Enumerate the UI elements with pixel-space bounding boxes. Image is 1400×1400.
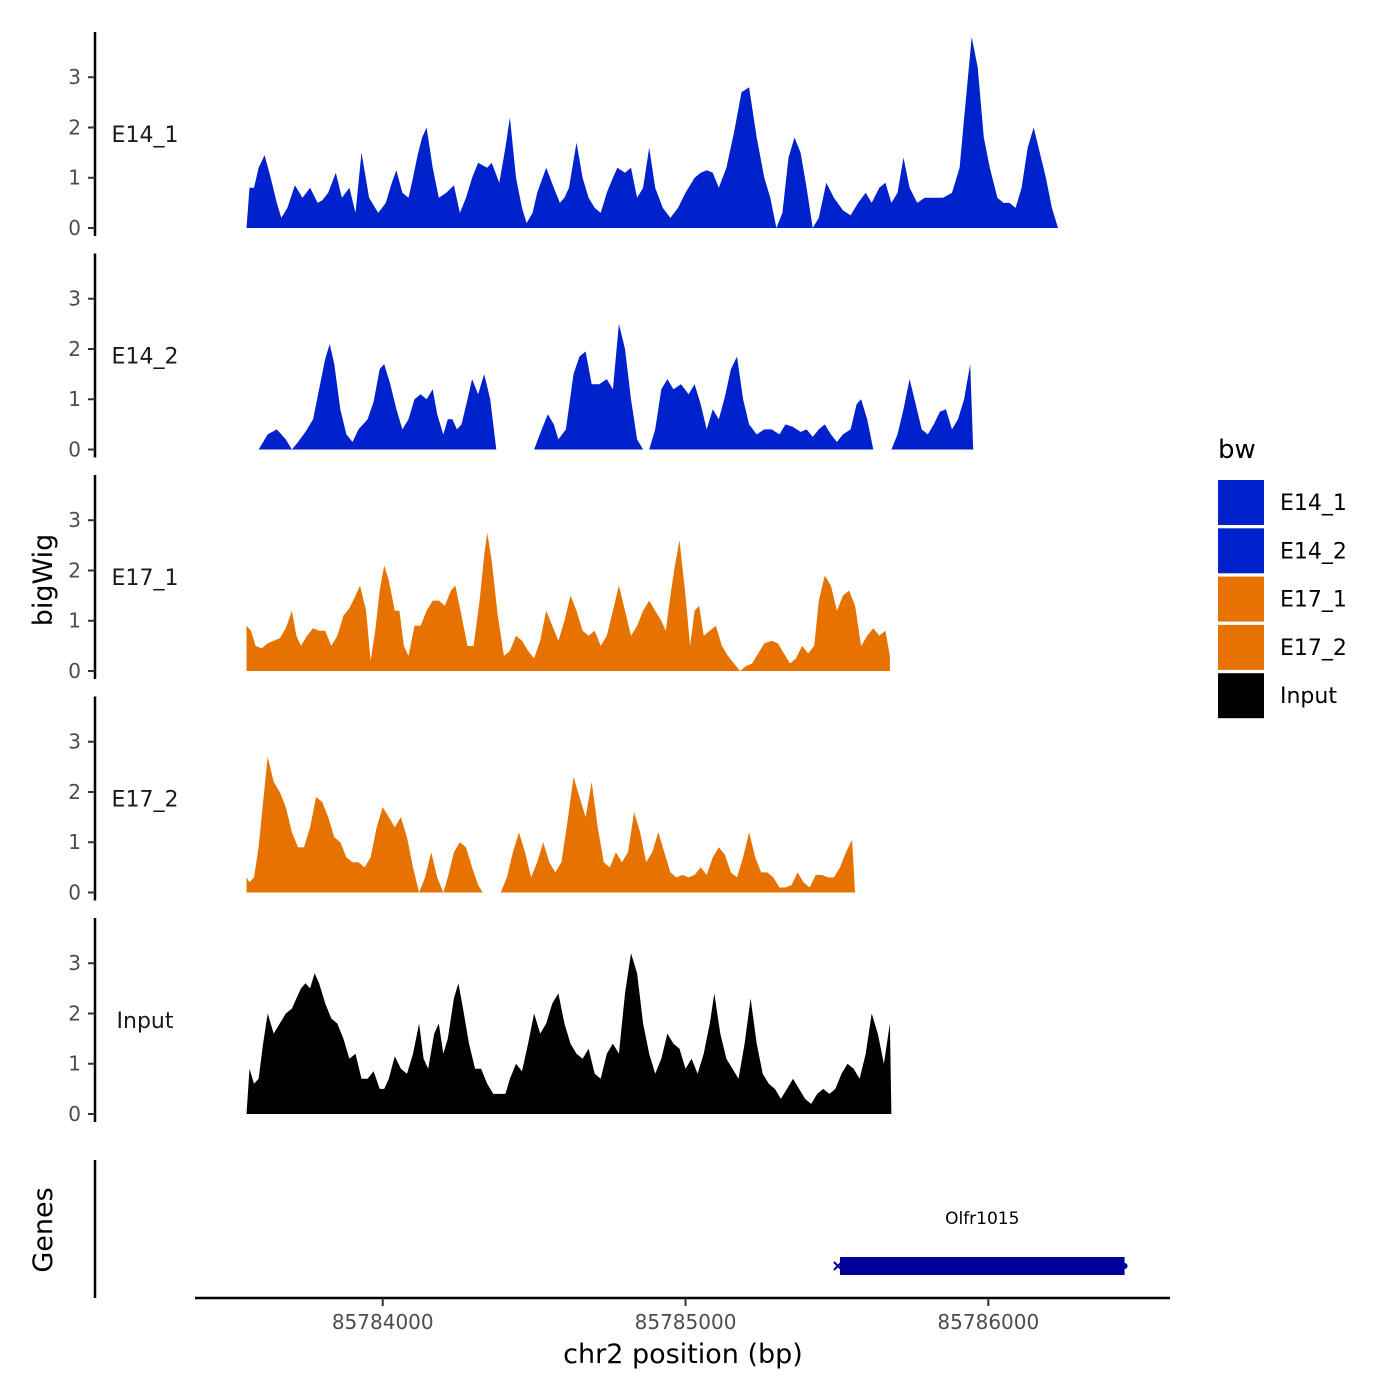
y-tick-label: 0 — [68, 881, 81, 905]
x-tick-label: 85784000 — [332, 1310, 434, 1334]
y-tick-label: 2 — [68, 1001, 81, 1025]
legend-label: E17_1 — [1280, 588, 1347, 613]
gene-track: Olfr1015 — [93, 1160, 1128, 1298]
y-tick-label: 0 — [68, 438, 81, 462]
legend-label: E14_1 — [1280, 491, 1347, 516]
signal-area — [246, 37, 1058, 228]
y-tick-label: 3 — [68, 287, 81, 311]
y-tick-label: 3 — [68, 508, 81, 532]
y-tick-label: 3 — [68, 951, 81, 975]
signal-area — [246, 532, 890, 671]
legend-label: Input — [1280, 684, 1337, 709]
track-e17-1: 0 1 2 3 E17_1 — [68, 475, 890, 683]
signal-area — [258, 323, 974, 450]
track-label: Input — [117, 1009, 174, 1034]
y-tick-label: 0 — [68, 659, 81, 683]
legend-label: E17_2 — [1280, 636, 1347, 661]
y-tick-label: 2 — [68, 780, 81, 804]
legend: bw E14_1 E14_2 E17_1 E17_2 Input — [1218, 435, 1347, 719]
y-tick-label: 1 — [68, 830, 81, 854]
tracks-group: 0 1 2 3 E14_1 0 1 2 3 E14_2 0 1 2 3 E17_1 0 1 2 3 E17_2 0 1 2 3… — [68, 32, 1058, 1126]
legend-label: E14_2 — [1280, 539, 1347, 564]
track-label: E14_2 — [112, 345, 179, 370]
genes-axis-title: Genes — [28, 1187, 59, 1272]
track-e14-1: 0 1 2 3 E14_1 — [68, 32, 1058, 240]
y-tick-label: 1 — [68, 609, 81, 633]
y-tick-label: 2 — [68, 115, 81, 139]
y-tick-label: 3 — [68, 730, 81, 754]
y-axis-title-group: bigWig Genes — [28, 534, 59, 1273]
legend-swatch — [1218, 624, 1264, 670]
track-e14-2: 0 1 2 3 E14_2 — [68, 253, 974, 462]
gene-body — [839, 1257, 1125, 1275]
legend-swatch — [1218, 576, 1264, 622]
y-tick-label: 2 — [68, 337, 81, 361]
track-label: E17_2 — [112, 788, 179, 813]
y-tick-label: 0 — [68, 1102, 81, 1126]
legend-title: bw — [1218, 435, 1256, 465]
track-label: E14_1 — [112, 123, 179, 148]
y-axis-title: bigWig — [28, 534, 59, 627]
x-tick-label: 85786000 — [937, 1310, 1039, 1334]
gene-end-mark — [1121, 1263, 1128, 1269]
x-axis: 85784000 85785000 85786000 — [195, 1296, 1170, 1334]
track-e17-2: 0 1 2 3 E17_2 — [68, 696, 856, 905]
signal-area — [246, 756, 856, 893]
y-tick-label: 1 — [68, 166, 81, 190]
signal-area — [246, 953, 892, 1114]
y-tick-label: 1 — [68, 1052, 81, 1076]
gene-strand-mark — [833, 1261, 843, 1271]
legend-swatch — [1218, 528, 1264, 574]
y-tick-label: 0 — [68, 216, 81, 240]
x-tick-label: 85785000 — [635, 1310, 737, 1334]
track-label: E17_1 — [112, 566, 179, 591]
y-tick-label: 3 — [68, 65, 81, 89]
y-tick-label: 1 — [68, 387, 81, 411]
legend-swatch — [1218, 480, 1264, 525]
gene-label: Olfr1015 — [945, 1209, 1019, 1229]
y-tick-label: 2 — [68, 558, 81, 582]
x-axis-title: chr2 position (bp) — [563, 1339, 803, 1370]
track-input: 0 1 2 3 Input — [68, 918, 892, 1126]
legend-swatch — [1218, 673, 1264, 719]
